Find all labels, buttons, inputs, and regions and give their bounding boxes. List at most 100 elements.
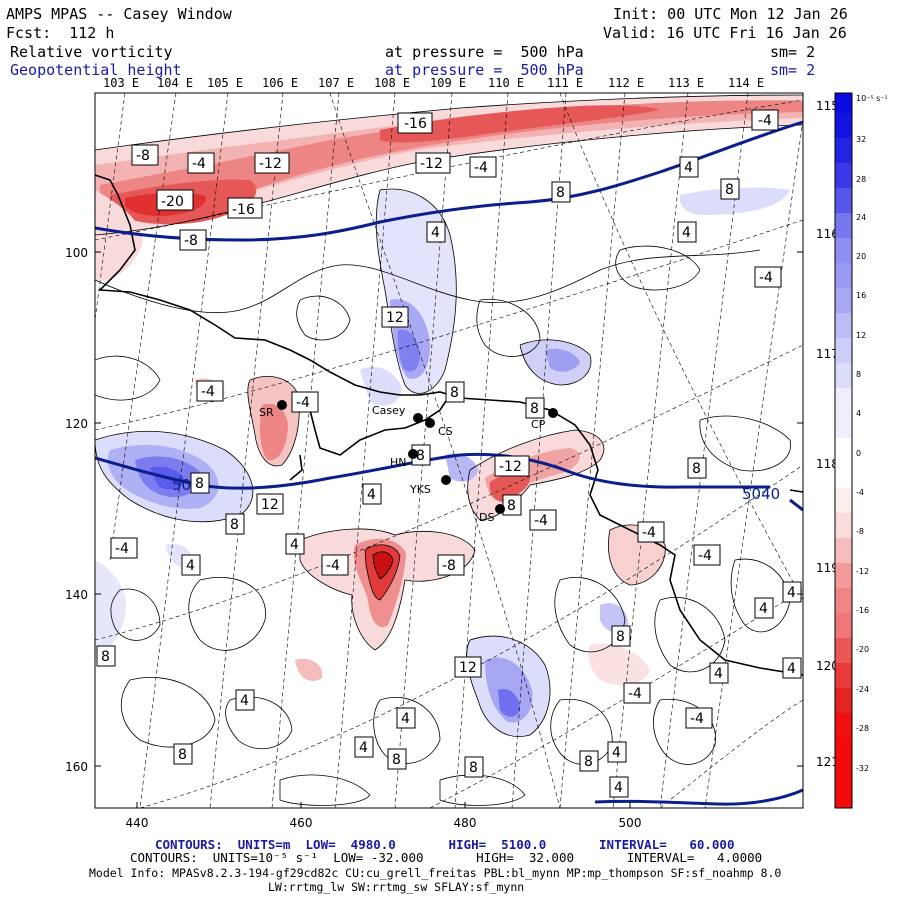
colorbar-labels: 10⁻⁵ s⁻¹ 32 28 24 20 16 12 8 4 0 -4 -8 -…	[856, 94, 888, 773]
svg-text:DS: DS	[479, 511, 494, 524]
colorbar-label: -12	[856, 567, 869, 576]
vort-label: 8	[502, 494, 522, 516]
svg-text:8: 8	[616, 629, 625, 645]
svg-text:8: 8	[469, 760, 478, 776]
vort-label: -8	[179, 229, 207, 251]
model-info: Model Info: MPASv8.2.3-194-gf29cd82c CU:…	[89, 866, 782, 880]
coastline	[95, 174, 803, 676]
svg-text:8: 8	[556, 185, 565, 201]
svg-text:-4: -4	[534, 513, 548, 529]
svg-text:4: 4	[759, 601, 768, 617]
vort-label: -4	[754, 266, 782, 288]
vort-label: 8	[579, 750, 599, 772]
lon-label-113: 113 E	[668, 76, 705, 90]
svg-text:8: 8	[195, 476, 204, 492]
colorbar-label: 0	[856, 449, 861, 458]
colorbar-label: -28	[856, 724, 869, 733]
svg-text:8: 8	[101, 649, 110, 665]
svg-text:12: 12	[261, 497, 279, 513]
svg-text:-12: -12	[259, 156, 282, 172]
stations: SR Casey CS HN YKS DS CP	[259, 400, 558, 524]
svg-text:-20: -20	[161, 194, 184, 210]
colorbar-label: -8	[856, 527, 864, 536]
vort-label: -4	[623, 682, 651, 704]
vort-label: 4	[782, 657, 802, 679]
height-label: 5040	[742, 485, 780, 503]
vort-label: 4	[354, 736, 374, 758]
vort-label: 8	[687, 457, 707, 479]
vort-label: 4	[181, 554, 201, 576]
svg-text:-8: -8	[184, 233, 198, 249]
colorbar-label: 24	[856, 213, 866, 222]
colorbar-label: 32	[856, 135, 866, 144]
svg-text:4: 4	[431, 225, 440, 241]
colorbar-label: 20	[856, 252, 866, 261]
lon-label-111: 111 E	[547, 76, 584, 90]
vort-label: 4	[609, 776, 629, 798]
colorbar-label: 8	[856, 370, 861, 379]
init-time: Init: 00 UTC Mon 12 Jan 26	[613, 5, 848, 23]
svg-text:4: 4	[186, 558, 195, 574]
svg-text:4: 4	[614, 780, 623, 796]
colorbar-label: 12	[856, 331, 866, 340]
svg-text:-4: -4	[326, 558, 340, 574]
svg-text:-8: -8	[136, 148, 150, 164]
map-frame	[94, 92, 804, 809]
svg-text:4: 4	[612, 745, 621, 761]
x-tick: 480	[454, 816, 477, 830]
vort-label: 4	[426, 221, 446, 243]
vort-label: 4	[607, 741, 627, 763]
vort-label: 8	[387, 748, 407, 770]
svg-text:4: 4	[240, 693, 249, 709]
svg-text:8: 8	[178, 747, 187, 763]
lon-label-106: 106 E	[262, 76, 299, 90]
lon-label-108: 108 E	[374, 76, 411, 90]
svg-text:4: 4	[401, 711, 410, 727]
vort-label: 4	[235, 689, 255, 711]
svg-text:-4: -4	[201, 384, 215, 400]
y-tick: 160	[65, 760, 88, 774]
vort-label: 4	[285, 533, 305, 555]
vort-label: 4	[782, 581, 802, 603]
valid-time: Valid: 16 UTC Fri 16 Jan 26	[603, 24, 847, 42]
lon-label-110: 110 E	[488, 76, 525, 90]
model-title: AMPS MPAS -- Casey Window	[6, 5, 232, 23]
svg-text:4: 4	[787, 585, 796, 601]
field1-name: Relative vorticity	[10, 43, 173, 61]
colorbar-label: 28	[856, 175, 866, 184]
svg-text:SR: SR	[259, 406, 274, 419]
station-cs: CS	[425, 418, 453, 438]
vort-label: 8	[611, 625, 631, 647]
vort-label: -20	[156, 189, 194, 211]
vort-label: 8	[464, 756, 484, 778]
svg-text:12: 12	[459, 660, 477, 676]
vort-label: 8	[551, 181, 571, 203]
svg-text:CS: CS	[438, 425, 453, 438]
station-ds: DS	[479, 504, 505, 524]
lon-label-109: 109 E	[430, 76, 467, 90]
vort-label: -16	[227, 197, 263, 219]
svg-text:8: 8	[692, 461, 701, 477]
vort-label: -12	[494, 455, 530, 477]
svg-text:12: 12	[386, 310, 404, 326]
station-cp: CP	[531, 408, 558, 431]
vort-label: 4	[396, 707, 416, 729]
vort-label: 4	[754, 597, 774, 619]
vort-label: -4	[529, 509, 557, 531]
svg-text:-4: -4	[474, 160, 488, 176]
svg-text:-4: -4	[690, 711, 704, 727]
field1-level: at pressure = 500 hPa	[385, 43, 584, 61]
y-tick: 100	[65, 246, 88, 260]
field2-name: Geopotential height	[10, 61, 182, 79]
y-axis-labels: 100 120 140 160	[65, 246, 88, 774]
vort-label: -8	[437, 554, 465, 576]
vort-label: -4	[187, 152, 215, 174]
svg-text:Casey: Casey	[372, 404, 406, 417]
svg-text:4: 4	[359, 740, 368, 756]
vort-label: 8	[525, 397, 545, 419]
field2-level: at pressure = 500 hPa	[385, 61, 584, 79]
svg-text:-16: -16	[232, 202, 255, 218]
svg-text:8: 8	[584, 754, 593, 770]
model-info-2: LW:rrtmg_lw SW:rrtmg_sw SFLAY:sf_mynn	[268, 880, 525, 894]
